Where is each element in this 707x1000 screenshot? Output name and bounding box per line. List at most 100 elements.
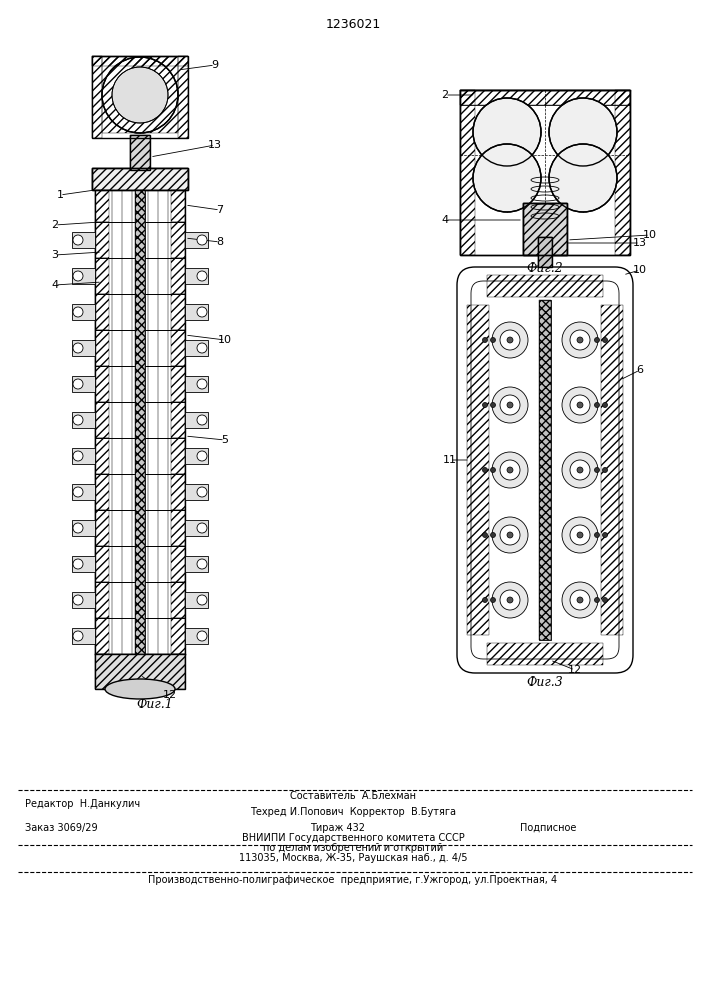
Bar [523, 203, 567, 255]
Bar [171, 510, 185, 546]
Circle shape [602, 468, 607, 473]
Circle shape [562, 387, 598, 423]
Bar [538, 237, 552, 267]
Bar [185, 520, 208, 536]
Circle shape [577, 467, 583, 473]
Text: Подписное: Подписное [520, 823, 576, 833]
Text: 12: 12 [163, 690, 177, 700]
Circle shape [73, 595, 83, 605]
Circle shape [492, 517, 528, 553]
Bar [95, 366, 109, 402]
Bar [92, 56, 188, 138]
Circle shape [500, 395, 520, 415]
Bar [171, 618, 185, 654]
Circle shape [570, 460, 590, 480]
Circle shape [500, 525, 520, 545]
Text: 13: 13 [633, 238, 647, 248]
Circle shape [73, 307, 83, 317]
Bar [72, 484, 95, 500]
Bar [95, 510, 109, 546]
Bar [185, 448, 208, 464]
Circle shape [482, 338, 488, 342]
Text: Техред И.Попович  Корректор  В.Бутяга: Техред И.Попович Корректор В.Бутяга [250, 807, 456, 817]
Circle shape [595, 532, 600, 538]
Bar [95, 618, 185, 654]
Bar [487, 275, 603, 297]
Text: 5: 5 [221, 435, 228, 445]
Bar [95, 474, 109, 510]
Bar [171, 258, 185, 294]
Text: 10: 10 [218, 335, 232, 345]
Circle shape [197, 379, 207, 389]
Circle shape [562, 517, 598, 553]
Ellipse shape [105, 679, 175, 699]
Bar [95, 654, 185, 689]
Bar [92, 168, 188, 190]
Bar [185, 484, 208, 500]
Bar [95, 258, 185, 294]
Bar [95, 582, 109, 618]
Text: 113035, Москва, Ж-35, Раушская наб., д. 4/5: 113035, Москва, Ж-35, Раушская наб., д. … [239, 853, 467, 863]
Circle shape [112, 67, 168, 123]
Circle shape [197, 487, 207, 497]
Circle shape [570, 590, 590, 610]
Bar [95, 294, 109, 330]
Bar [171, 438, 185, 474]
Text: 4: 4 [52, 280, 59, 290]
Bar [102, 57, 178, 133]
Bar [95, 366, 185, 402]
Circle shape [197, 235, 207, 245]
Bar [95, 546, 109, 582]
Text: 2: 2 [441, 90, 448, 100]
Circle shape [197, 559, 207, 569]
Bar [171, 222, 185, 258]
Circle shape [491, 532, 496, 538]
Circle shape [473, 98, 541, 166]
Bar [185, 556, 208, 572]
Bar [171, 474, 185, 510]
Bar [72, 412, 95, 428]
Bar [72, 448, 95, 464]
Circle shape [570, 330, 590, 350]
Bar [95, 222, 185, 258]
Bar [171, 366, 185, 402]
Circle shape [73, 451, 83, 461]
Bar [95, 618, 109, 654]
Text: Составитель  А.Блехман: Составитель А.Блехман [290, 791, 416, 801]
Bar [185, 592, 208, 608]
Circle shape [577, 597, 583, 603]
Circle shape [197, 523, 207, 533]
Bar [135, 190, 145, 654]
Text: Фиг.1: Фиг.1 [136, 698, 173, 712]
Circle shape [197, 595, 207, 605]
Circle shape [492, 582, 528, 618]
Circle shape [507, 597, 513, 603]
Circle shape [482, 597, 488, 602]
Circle shape [507, 337, 513, 343]
Bar [467, 305, 489, 635]
Circle shape [492, 322, 528, 358]
Bar [92, 168, 188, 190]
Bar [92, 56, 188, 66]
Circle shape [570, 395, 590, 415]
Circle shape [482, 468, 488, 473]
Text: 2: 2 [52, 220, 59, 230]
Bar [135, 190, 145, 654]
Bar [178, 56, 188, 138]
Text: 1: 1 [57, 190, 64, 200]
Bar [95, 402, 185, 438]
Text: 10: 10 [643, 230, 657, 240]
Circle shape [500, 460, 520, 480]
Bar [130, 135, 150, 170]
Circle shape [595, 338, 600, 342]
Circle shape [73, 631, 83, 641]
Bar [460, 90, 630, 105]
Bar [460, 90, 630, 255]
Bar [523, 203, 567, 255]
Text: Производственно-полиграфическое  предприятие, г.Ужгород, ул.Проектная, 4: Производственно-полиграфическое предприя… [148, 875, 558, 885]
Text: ВНИИПИ Государственного комитета СССР: ВНИИПИ Государственного комитета СССР [242, 833, 464, 843]
Circle shape [197, 451, 207, 461]
Text: 4: 4 [441, 215, 448, 225]
Bar [460, 90, 475, 255]
Circle shape [549, 144, 617, 212]
